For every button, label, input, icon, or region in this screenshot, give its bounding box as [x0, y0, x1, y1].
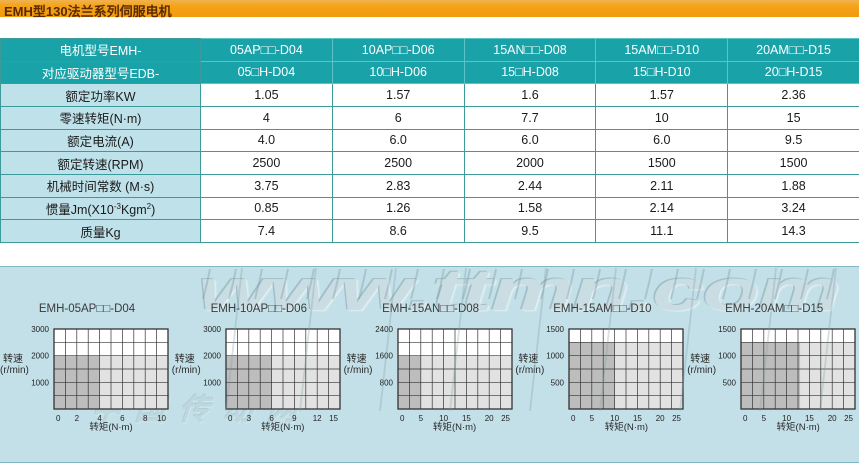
svg-text:1000: 1000	[203, 378, 221, 387]
svg-text:1000: 1000	[718, 352, 736, 361]
svg-text:1000: 1000	[31, 378, 49, 387]
svg-text:3000: 3000	[31, 325, 49, 334]
svg-text:2000: 2000	[203, 352, 221, 361]
svg-text:500: 500	[551, 378, 565, 387]
svg-text:1500: 1500	[718, 325, 736, 334]
svg-text:800: 800	[379, 378, 393, 387]
svg-text:3000: 3000	[203, 325, 221, 334]
svg-text:2400: 2400	[375, 325, 393, 334]
svg-text:2000: 2000	[31, 352, 49, 361]
svg-text:1500: 1500	[547, 325, 565, 334]
svg-text:1600: 1600	[375, 352, 393, 361]
svg-text:500: 500	[723, 378, 737, 387]
svg-text:1000: 1000	[547, 352, 565, 361]
